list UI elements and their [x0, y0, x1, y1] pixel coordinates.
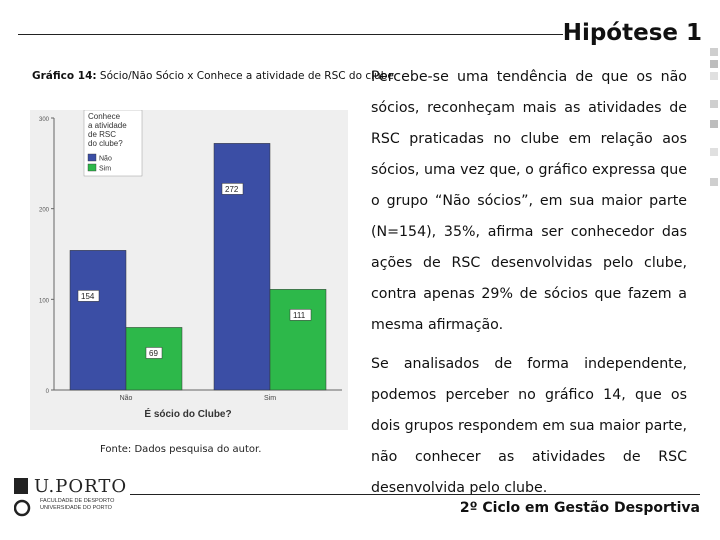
legend-title-line: do clube?: [88, 139, 123, 148]
x-axis-title: É sócio do Clube?: [144, 407, 231, 420]
bar-chart-svg: 0 100 200 300 154 69 Não 272 111 Sim É sócio do Cl…: [39, 110, 342, 420]
data-label-box: [145, 347, 163, 359]
logo-name: U.PORTO: [34, 476, 128, 497]
caption-text: Sócio/Não Sócio x Conhece a atividade de…: [99, 70, 394, 82]
logo-subtitle: FACULDADE DE DESPORTO UNIVERSIDADE DO PO…: [40, 498, 115, 511]
body-paragraph-2: Se analisados de forma independente, pod…: [371, 356, 687, 496]
corner-decoration: [710, 48, 718, 186]
footer-text: 2º Ciclo em Gestão Desportiva: [459, 500, 700, 516]
logo-mark-icon: [14, 478, 31, 517]
legend-title-line: a atividade: [88, 121, 127, 130]
caption-label: Gráfico 14:: [32, 70, 97, 82]
figure-source: Fonte: Dados pesquisa do autor.: [100, 444, 261, 455]
source-text: Dados pesquisa do autor.: [134, 444, 262, 455]
legend-title-line: Conhece: [88, 112, 121, 121]
legend-label-não: Não: [99, 156, 112, 163]
y-tick-label: 300: [39, 117, 50, 123]
bar-chart: 0 100 200 300 154 69 Não 272 111 Sim É sócio do Cl…: [30, 110, 348, 430]
bar-não-sim: [213, 143, 271, 391]
data-label-box: [289, 309, 312, 321]
figure-caption: Gráfico 14: Sócio/Não Sócio x Conhece a …: [32, 70, 394, 82]
x-tick-label: Sim: [264, 395, 276, 402]
uporto-logo: U.PORTO FACULDADE DE DESPORTO UNIVERSIDA…: [14, 476, 128, 526]
legend-label-sim: Sim: [99, 166, 111, 173]
data-label-box: [77, 290, 100, 302]
slide-title: Hipótese 1: [562, 20, 702, 46]
header-rule: [18, 34, 563, 35]
data-label: 111: [293, 311, 306, 320]
y-tick-label: 200: [39, 208, 50, 214]
x-tick-label: Não: [120, 395, 133, 402]
data-label-box: [221, 183, 244, 195]
legend-swatch-não: [87, 153, 97, 162]
y-tick-label: 100: [39, 298, 50, 304]
bar-não-não: [69, 250, 127, 391]
data-label: 154: [81, 292, 95, 301]
body-text: Percebe-se uma tendência de que os não s…: [371, 62, 687, 512]
y-tick-label: 0: [46, 389, 50, 395]
data-label: 272: [225, 185, 239, 194]
bar-sim-não: [125, 327, 183, 391]
body-paragraph-1: Percebe-se uma tendência de que os não s…: [371, 69, 687, 333]
bar-sim-sim: [269, 289, 327, 391]
source-label: Fonte:: [100, 444, 132, 455]
footer-rule: [130, 494, 700, 495]
legend-swatch-sim: [87, 163, 97, 172]
legend-title-line: de RSC: [88, 130, 116, 139]
data-label: 69: [149, 349, 158, 358]
